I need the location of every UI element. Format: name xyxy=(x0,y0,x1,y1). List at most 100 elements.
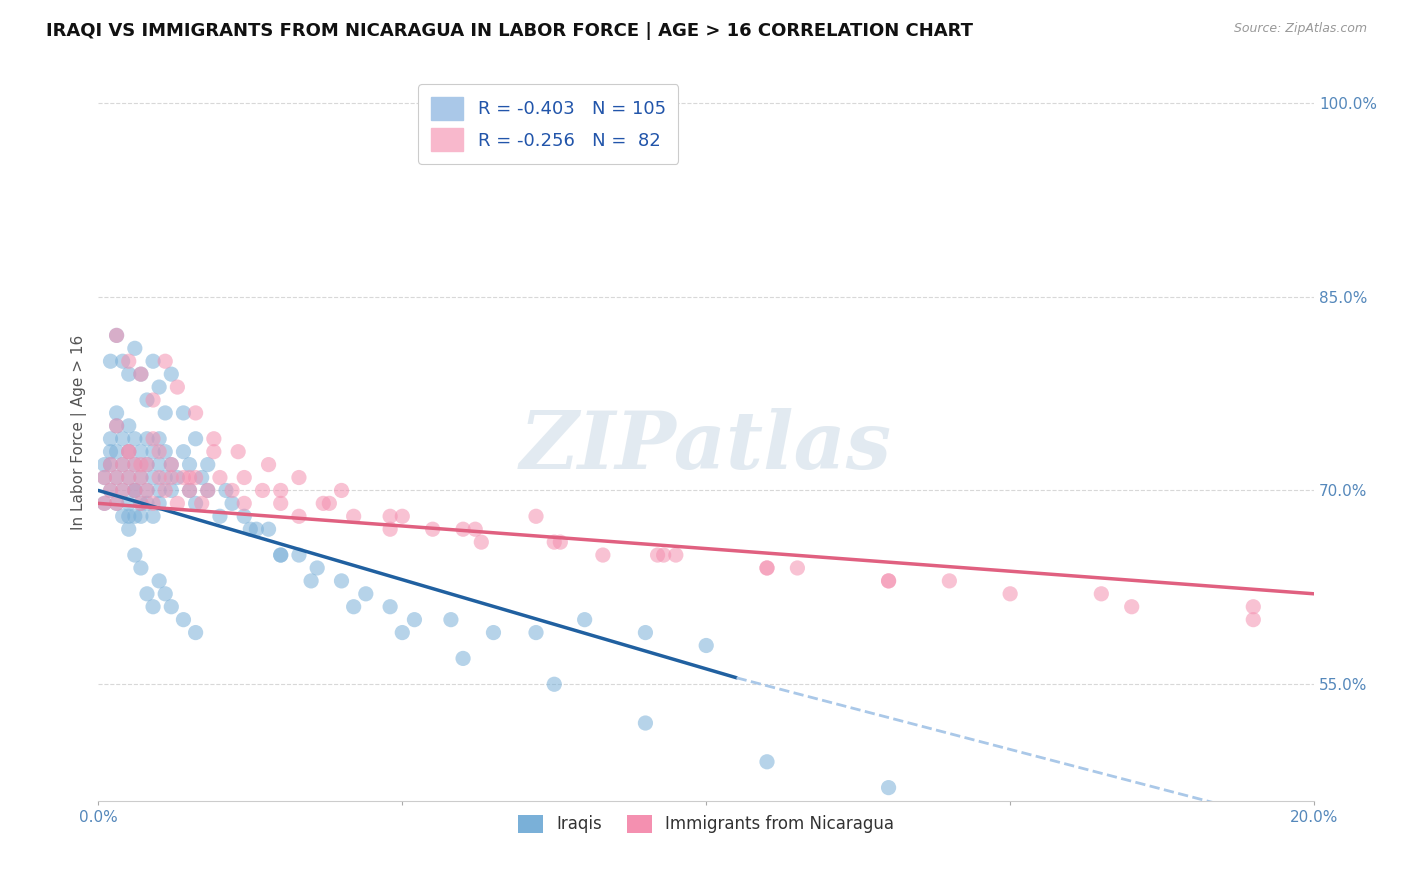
Point xyxy=(634,625,657,640)
Point xyxy=(105,496,128,510)
Point xyxy=(1241,613,1264,627)
Point xyxy=(1090,587,1112,601)
Point xyxy=(208,509,231,524)
Point xyxy=(652,548,675,562)
Point xyxy=(118,418,141,433)
Point xyxy=(136,496,159,510)
Point xyxy=(391,509,413,524)
Point xyxy=(100,483,122,498)
Point xyxy=(524,625,547,640)
Point xyxy=(221,496,243,510)
Point xyxy=(172,613,194,627)
Point xyxy=(129,470,152,484)
Point xyxy=(118,367,141,381)
Point xyxy=(93,470,115,484)
Point xyxy=(129,496,152,510)
Point xyxy=(245,522,267,536)
Point xyxy=(451,651,474,665)
Point xyxy=(166,496,188,510)
Point xyxy=(877,574,900,588)
Point xyxy=(93,496,115,510)
Text: Source: ZipAtlas.com: Source: ZipAtlas.com xyxy=(1233,22,1367,36)
Point xyxy=(155,444,177,458)
Point xyxy=(252,483,274,498)
Point xyxy=(105,418,128,433)
Point xyxy=(179,483,201,498)
Point xyxy=(142,496,165,510)
Point xyxy=(100,458,122,472)
Point xyxy=(270,548,292,562)
Point xyxy=(215,483,238,498)
Point xyxy=(1241,599,1264,614)
Point xyxy=(93,470,115,484)
Point xyxy=(756,561,779,575)
Point xyxy=(877,574,900,588)
Point xyxy=(184,496,207,510)
Point xyxy=(197,483,219,498)
Point xyxy=(221,483,243,498)
Y-axis label: In Labor Force | Age > 16: In Labor Force | Age > 16 xyxy=(72,334,87,530)
Point xyxy=(142,392,165,407)
Point xyxy=(160,458,183,472)
Point xyxy=(129,496,152,510)
Point xyxy=(142,444,165,458)
Point xyxy=(208,470,231,484)
Point xyxy=(136,587,159,601)
Point xyxy=(160,599,183,614)
Point xyxy=(190,470,212,484)
Point xyxy=(118,509,141,524)
Point xyxy=(148,496,170,510)
Point xyxy=(124,341,146,355)
Point xyxy=(124,483,146,498)
Point xyxy=(142,470,165,484)
Point xyxy=(160,458,183,472)
Point xyxy=(166,380,188,394)
Point xyxy=(160,483,183,498)
Point xyxy=(647,548,669,562)
Point xyxy=(136,432,159,446)
Point xyxy=(257,522,280,536)
Point xyxy=(118,470,141,484)
Point xyxy=(124,483,146,498)
Point xyxy=(148,432,170,446)
Point xyxy=(451,522,474,536)
Point xyxy=(129,509,152,524)
Point xyxy=(124,509,146,524)
Point xyxy=(111,483,134,498)
Point xyxy=(543,677,565,691)
Point xyxy=(105,470,128,484)
Point xyxy=(391,625,413,640)
Point xyxy=(118,522,141,536)
Point xyxy=(142,432,165,446)
Point xyxy=(172,406,194,420)
Point xyxy=(93,458,115,472)
Point xyxy=(270,496,292,510)
Text: ZIPatlas: ZIPatlas xyxy=(520,409,893,486)
Point xyxy=(464,522,486,536)
Point xyxy=(124,483,146,498)
Point xyxy=(111,458,134,472)
Point xyxy=(148,470,170,484)
Point xyxy=(160,470,183,484)
Point xyxy=(179,483,201,498)
Point xyxy=(105,444,128,458)
Point xyxy=(343,509,366,524)
Point xyxy=(197,458,219,472)
Point xyxy=(184,432,207,446)
Point xyxy=(111,509,134,524)
Point xyxy=(330,483,353,498)
Point xyxy=(124,458,146,472)
Point xyxy=(938,574,960,588)
Point xyxy=(105,406,128,420)
Point xyxy=(756,561,779,575)
Point xyxy=(270,483,292,498)
Point xyxy=(184,625,207,640)
Point xyxy=(226,444,249,458)
Point xyxy=(524,509,547,524)
Point xyxy=(142,509,165,524)
Point xyxy=(111,483,134,498)
Point xyxy=(202,444,225,458)
Point xyxy=(100,432,122,446)
Point xyxy=(422,522,444,536)
Point xyxy=(118,470,141,484)
